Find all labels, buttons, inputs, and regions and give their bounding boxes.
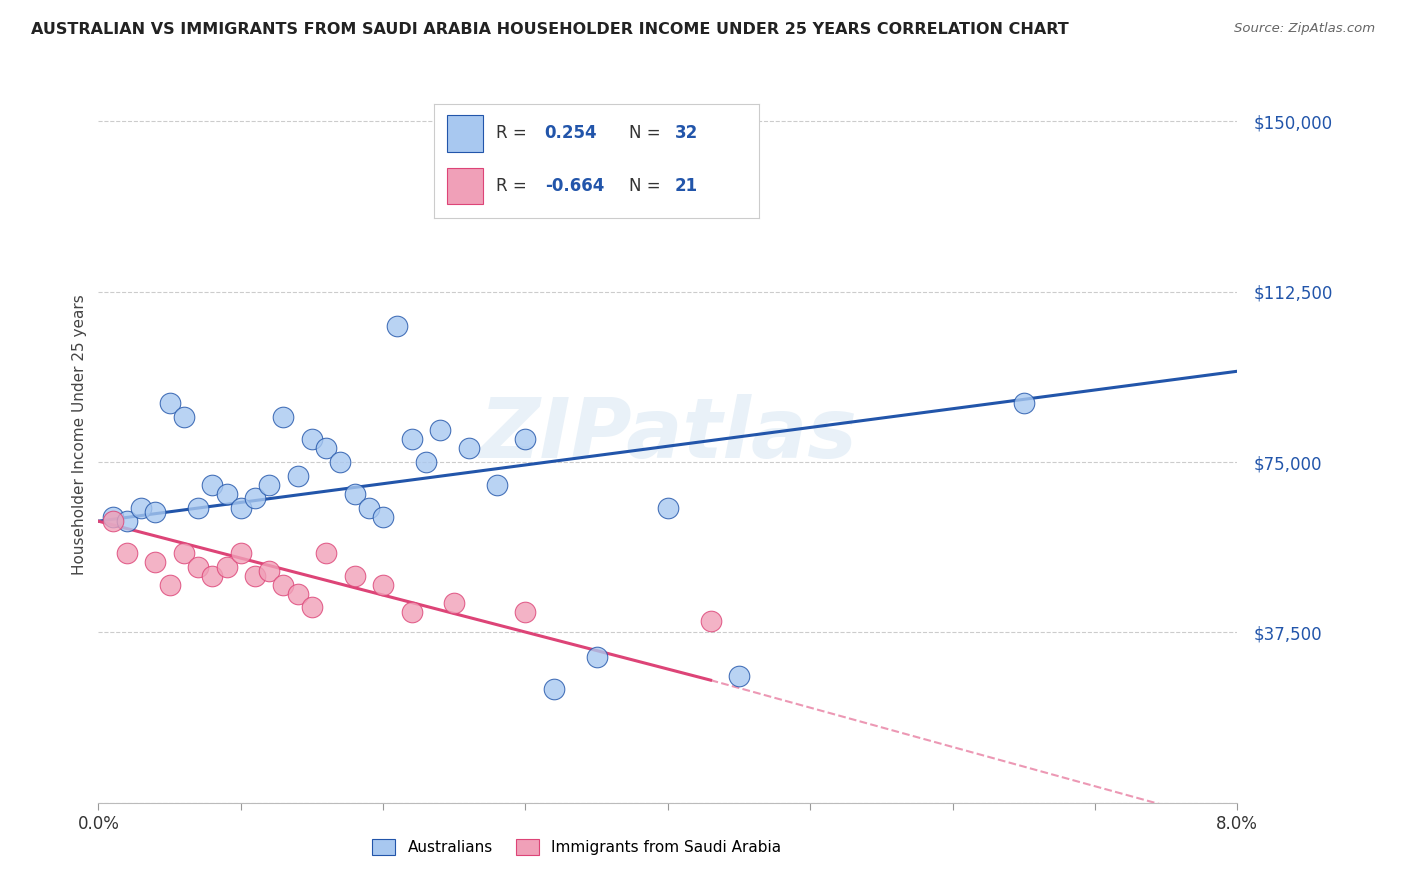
Point — [657, 500, 679, 515]
Text: ZIPatlas: ZIPatlas — [479, 394, 856, 475]
Point — [343, 487, 366, 501]
Point — [486, 478, 509, 492]
Point — [201, 478, 224, 492]
Point — [229, 500, 252, 515]
Point — [401, 605, 423, 619]
Point — [173, 409, 195, 424]
Point — [215, 487, 238, 501]
Point — [387, 318, 409, 333]
Y-axis label: Householder Income Under 25 years: Householder Income Under 25 years — [72, 294, 87, 575]
Point — [187, 500, 209, 515]
Point — [273, 409, 295, 424]
Point — [173, 546, 195, 560]
Point — [585, 650, 607, 665]
Point — [201, 568, 224, 582]
Point — [259, 564, 281, 578]
Point — [699, 614, 721, 628]
Point — [145, 555, 167, 569]
Point — [301, 600, 323, 615]
Point — [243, 491, 266, 506]
Point — [315, 546, 337, 560]
Point — [159, 578, 181, 592]
Point — [543, 682, 565, 697]
Point — [728, 668, 751, 682]
Point — [429, 423, 451, 437]
Point — [457, 442, 479, 456]
Point — [145, 505, 167, 519]
Point — [301, 433, 323, 447]
Point — [357, 500, 380, 515]
Point — [415, 455, 437, 469]
Point — [129, 500, 152, 515]
Point — [287, 468, 309, 483]
Text: AUSTRALIAN VS IMMIGRANTS FROM SAUDI ARABIA HOUSEHOLDER INCOME UNDER 25 YEARS COR: AUSTRALIAN VS IMMIGRANTS FROM SAUDI ARAB… — [31, 22, 1069, 37]
Point — [287, 587, 309, 601]
Point — [159, 396, 181, 410]
Point — [259, 478, 281, 492]
Point — [515, 433, 537, 447]
Point — [315, 442, 337, 456]
Point — [329, 455, 352, 469]
Point — [187, 559, 209, 574]
Point — [401, 433, 423, 447]
Point — [443, 596, 465, 610]
Legend: Australians, Immigrants from Saudi Arabia: Australians, Immigrants from Saudi Arabi… — [367, 833, 787, 862]
Point — [229, 546, 252, 560]
Point — [515, 605, 537, 619]
Point — [371, 578, 394, 592]
Point — [371, 509, 394, 524]
Point — [101, 514, 124, 528]
Point — [273, 578, 295, 592]
Text: Source: ZipAtlas.com: Source: ZipAtlas.com — [1234, 22, 1375, 36]
Point — [215, 559, 238, 574]
Point — [243, 568, 266, 582]
Point — [1012, 396, 1035, 410]
Point — [115, 514, 138, 528]
Point — [101, 509, 124, 524]
Point — [115, 546, 138, 560]
Point — [343, 568, 366, 582]
